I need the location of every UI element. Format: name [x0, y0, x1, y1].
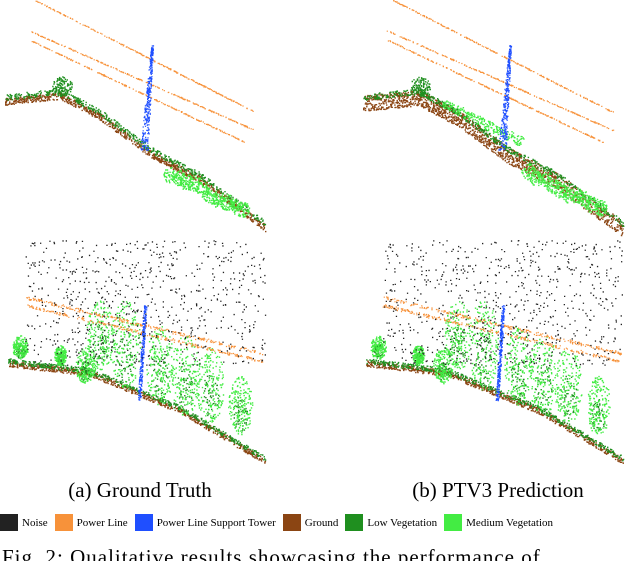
- legend: Noise Power Line Power Line Support Tower G…: [0, 514, 640, 531]
- legend-label: Noise: [22, 516, 48, 529]
- legend-swatch: [54, 514, 73, 531]
- legend-label: Power Line: [76, 516, 128, 529]
- legend-item: Low Vegetation: [345, 514, 437, 531]
- legend-label: Ground: [304, 516, 339, 529]
- legend-item: Power Line: [54, 514, 128, 531]
- legend-label: Power Line Support Tower: [156, 516, 276, 529]
- legend-swatch: [444, 514, 463, 531]
- legend-item: Noise: [0, 514, 48, 531]
- subfigure-label: (a) Ground Truth: [68, 478, 212, 502]
- legend-item: Ground: [282, 514, 339, 531]
- legend-label: Medium Vegetation: [466, 516, 554, 529]
- subfigure-label: (b) PTV3 Prediction: [412, 478, 584, 502]
- point-cloud: [25, 240, 623, 367]
- point-cloud-panels: [5, 0, 625, 464]
- legend-item: Power Line Support Tower: [134, 514, 276, 531]
- legend-swatch: [345, 514, 364, 531]
- legend-swatch: [282, 514, 301, 531]
- legend-swatch: [0, 514, 18, 531]
- legend-label: Low Vegetation: [367, 516, 438, 529]
- point-cloud: [5, 76, 625, 462]
- legend-item: Medium Vegetation: [444, 514, 553, 531]
- point-cloud: [12, 100, 611, 436]
- caption: Fig. 2: Qualitative results showcasing t…: [2, 545, 541, 561]
- legend-swatch: [134, 514, 153, 531]
- point-cloud: [138, 45, 513, 402]
